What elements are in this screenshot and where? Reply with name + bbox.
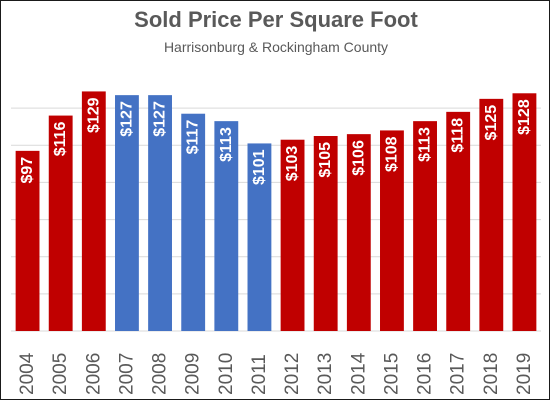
- bar: [15, 150, 40, 331]
- x-tick-label: 2010: [216, 353, 237, 395]
- x-tick-label: 2009: [183, 353, 204, 395]
- x-tick-label: 2006: [83, 353, 104, 395]
- data-label: $97: [19, 157, 36, 184]
- x-tick-label: 2004: [17, 352, 38, 395]
- bar: [446, 111, 471, 331]
- bar: [479, 98, 504, 331]
- data-label: $129: [85, 97, 102, 133]
- x-tick-label: 2016: [415, 353, 436, 395]
- x-tick-label: 2005: [50, 353, 71, 395]
- data-label: $125: [483, 105, 500, 141]
- x-tick-label: 2019: [514, 353, 535, 395]
- data-label: $118: [450, 118, 467, 153]
- x-tick-label: 2014: [348, 352, 369, 395]
- data-label: $127: [118, 101, 135, 137]
- chart-title: Sold Price Per Square Foot: [134, 7, 418, 32]
- data-label: $108: [383, 136, 400, 172]
- data-label: $128: [516, 99, 533, 135]
- data-label: $127: [152, 101, 169, 137]
- data-label: $117: [185, 120, 202, 155]
- data-label: $116: [52, 121, 69, 156]
- bar: [346, 134, 371, 331]
- data-label: $113: [218, 127, 235, 162]
- bar: [115, 95, 139, 332]
- data-label: $105: [317, 142, 334, 178]
- x-tick-label: 2017: [448, 353, 469, 395]
- bar: [247, 143, 272, 331]
- data-label: $103: [284, 146, 301, 182]
- x-tick-label: 2015: [381, 353, 402, 395]
- bar: [48, 115, 73, 331]
- bar: [148, 95, 172, 332]
- x-tick-label: 2007: [116, 353, 137, 395]
- bar: [214, 121, 239, 332]
- bar: [380, 130, 404, 331]
- bar: [413, 121, 437, 332]
- bar: [512, 93, 537, 332]
- x-tick-label: 2012: [282, 353, 303, 395]
- bar: [280, 139, 305, 331]
- bar: [313, 136, 338, 331]
- data-label: $113: [417, 127, 434, 162]
- bar: [181, 113, 206, 331]
- x-tick-label: 2018: [481, 353, 502, 395]
- x-tick-label: 2013: [315, 353, 336, 395]
- x-tick-label: 2008: [150, 353, 171, 395]
- data-label: $106: [350, 140, 367, 176]
- chart-subtitle: Harrisonburg & Rockingham County: [163, 39, 389, 55]
- data-label: $101: [251, 149, 268, 185]
- x-tick-label: 2011: [249, 354, 270, 395]
- bar: [81, 91, 106, 331]
